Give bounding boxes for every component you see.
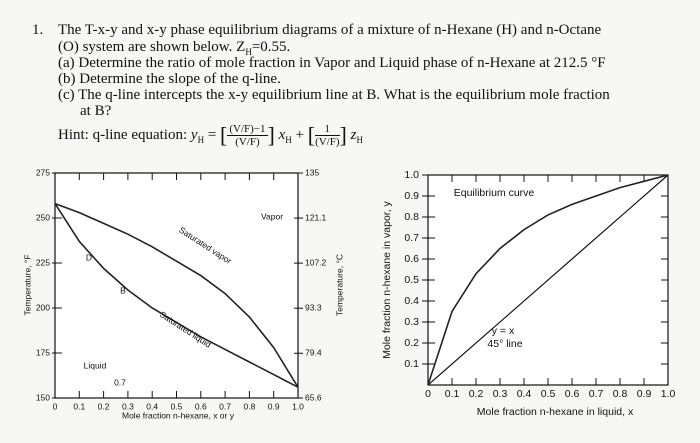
subscript: H xyxy=(356,135,363,145)
x-tick-label: 0.3 xyxy=(493,388,508,400)
x-tick-label: 0.5 xyxy=(171,401,183,411)
y-tick-label: 0.3 xyxy=(404,316,419,328)
curve xyxy=(54,203,299,388)
y-tick-label: 0.4 xyxy=(404,295,419,307)
x-tick-label: 1.0 xyxy=(292,401,304,411)
x-tick-label: 0.2 xyxy=(98,401,110,411)
question-line: The T-x-y and x-y phase equilibrium diag… xyxy=(58,22,602,38)
fraction: (V/F)−1 (V/F) xyxy=(227,123,268,149)
y-tick-label: 275 xyxy=(36,167,50,177)
y-tick-label: 200 xyxy=(36,302,50,312)
annotation: D xyxy=(86,252,92,262)
bracket: [ xyxy=(307,122,316,148)
x-tick-label: 0.9 xyxy=(637,388,652,400)
text: =0.55. xyxy=(251,39,291,55)
y-tick-label: 0.7 xyxy=(404,232,419,244)
x-tick-label: 0.7 xyxy=(589,388,604,400)
subscript: H xyxy=(245,47,252,57)
numerator: (V/F)−1 xyxy=(227,123,268,137)
x-tick-label: 0 xyxy=(53,401,58,411)
symbol: x xyxy=(278,127,286,143)
curve xyxy=(427,174,669,386)
x-tick-label: 0.1 xyxy=(445,388,460,400)
x-tick-label: 0.3 xyxy=(122,401,134,411)
y-tick-label: 0.2 xyxy=(404,337,419,349)
symbol: y xyxy=(190,127,198,143)
curve xyxy=(54,202,299,388)
x-tick-label: 0.2 xyxy=(469,388,484,400)
text: Hint: q-line equation: xyxy=(58,127,188,143)
x-tick-label: 0.8 xyxy=(243,401,255,411)
curve-label: Equilibrium curve xyxy=(454,187,535,199)
denominator: (V/F) xyxy=(315,136,340,149)
bracket: ] xyxy=(267,122,275,148)
y-axis-label: Temperature, °F xyxy=(22,254,32,315)
x-tick-label: 0.4 xyxy=(517,388,532,400)
y2-tick-label: 107.2 xyxy=(305,257,327,267)
question-line: (O) system are shown below. ZH=0.55. xyxy=(58,39,290,60)
x-axis-label: Mole fraction n-hexane in liquid, x xyxy=(477,406,634,418)
symbol: z xyxy=(350,127,357,143)
subscript: H xyxy=(285,135,292,145)
x-axis-label: Mole fraction n-hexane, x or y xyxy=(122,410,235,420)
annotation: 0.7 xyxy=(114,377,126,387)
question-number: 1. xyxy=(32,22,44,38)
y2-tick-label: 65.6 xyxy=(305,392,322,402)
hint: Hint: q-line equation: yH = [(V/F)−1 (V/F… xyxy=(58,122,363,153)
x-tick-label: 0.6 xyxy=(565,388,580,400)
y2-tick-label: 121.1 xyxy=(305,212,327,222)
bracket: ] xyxy=(339,122,347,148)
text: = xyxy=(207,127,217,143)
y-tick-label: 0.5 xyxy=(404,274,419,286)
annotation: y = x xyxy=(492,325,515,337)
y2-axis-label: Temperature, °C xyxy=(334,254,344,316)
y2-tick-label: 93.3 xyxy=(305,302,322,312)
y-tick-label: 175 xyxy=(36,347,50,357)
text: + xyxy=(295,127,304,143)
x-tick-label: 0.7 xyxy=(219,401,231,411)
x-tick-label: 1.0 xyxy=(661,388,676,400)
x-tick-label: 0 xyxy=(425,388,431,400)
x-tick-label: 0.4 xyxy=(146,401,158,411)
y-tick-label: 1.0 xyxy=(404,169,419,181)
y-tick-label: 150 xyxy=(36,392,50,402)
y-tick-label: 250 xyxy=(36,212,50,222)
y-tick-label: 0.8 xyxy=(404,211,419,223)
y-tick-label: 0.9 xyxy=(404,190,419,202)
question-part: (b) Determine the slope of the q-line. xyxy=(58,71,281,87)
annotation: Liquid xyxy=(84,360,107,370)
plot-frame xyxy=(54,172,299,399)
y-axis-label: Mole fraction n-hexane in vapor, y xyxy=(381,200,393,358)
y-tick-label: 225 xyxy=(36,257,50,267)
x-tick-label: 0.8 xyxy=(613,388,628,400)
diagonal-line xyxy=(427,174,669,386)
question-part: at B? xyxy=(80,103,112,119)
numerator: 1 xyxy=(315,123,340,137)
y-tick-label: 0.1 xyxy=(404,358,419,370)
text: (O) system are shown below. Z xyxy=(58,39,246,55)
denominator: (V/F) xyxy=(235,136,260,149)
question-part: (c) The q-line intercepts the x-y equili… xyxy=(58,87,610,103)
fraction: 1 (V/F) xyxy=(315,123,340,149)
bracket: [ xyxy=(220,122,228,148)
y2-tick-label: 135 xyxy=(305,167,319,177)
annotation: Vapor xyxy=(261,211,283,221)
y2-tick-label: 79.4 xyxy=(305,348,322,358)
annotation: 45° line xyxy=(487,338,522,350)
x-tick-label: 0.5 xyxy=(541,388,556,400)
question-part: (a) Determine the ratio of mole fraction… xyxy=(58,55,606,71)
subscript: H xyxy=(197,135,205,145)
x-tick-label: 0.6 xyxy=(195,401,207,411)
x-tick-label: 0.1 xyxy=(73,401,85,411)
y-tick-label: 0.6 xyxy=(404,253,419,265)
x-tick-label: 0.9 xyxy=(268,401,280,411)
annotation: B xyxy=(120,285,126,295)
